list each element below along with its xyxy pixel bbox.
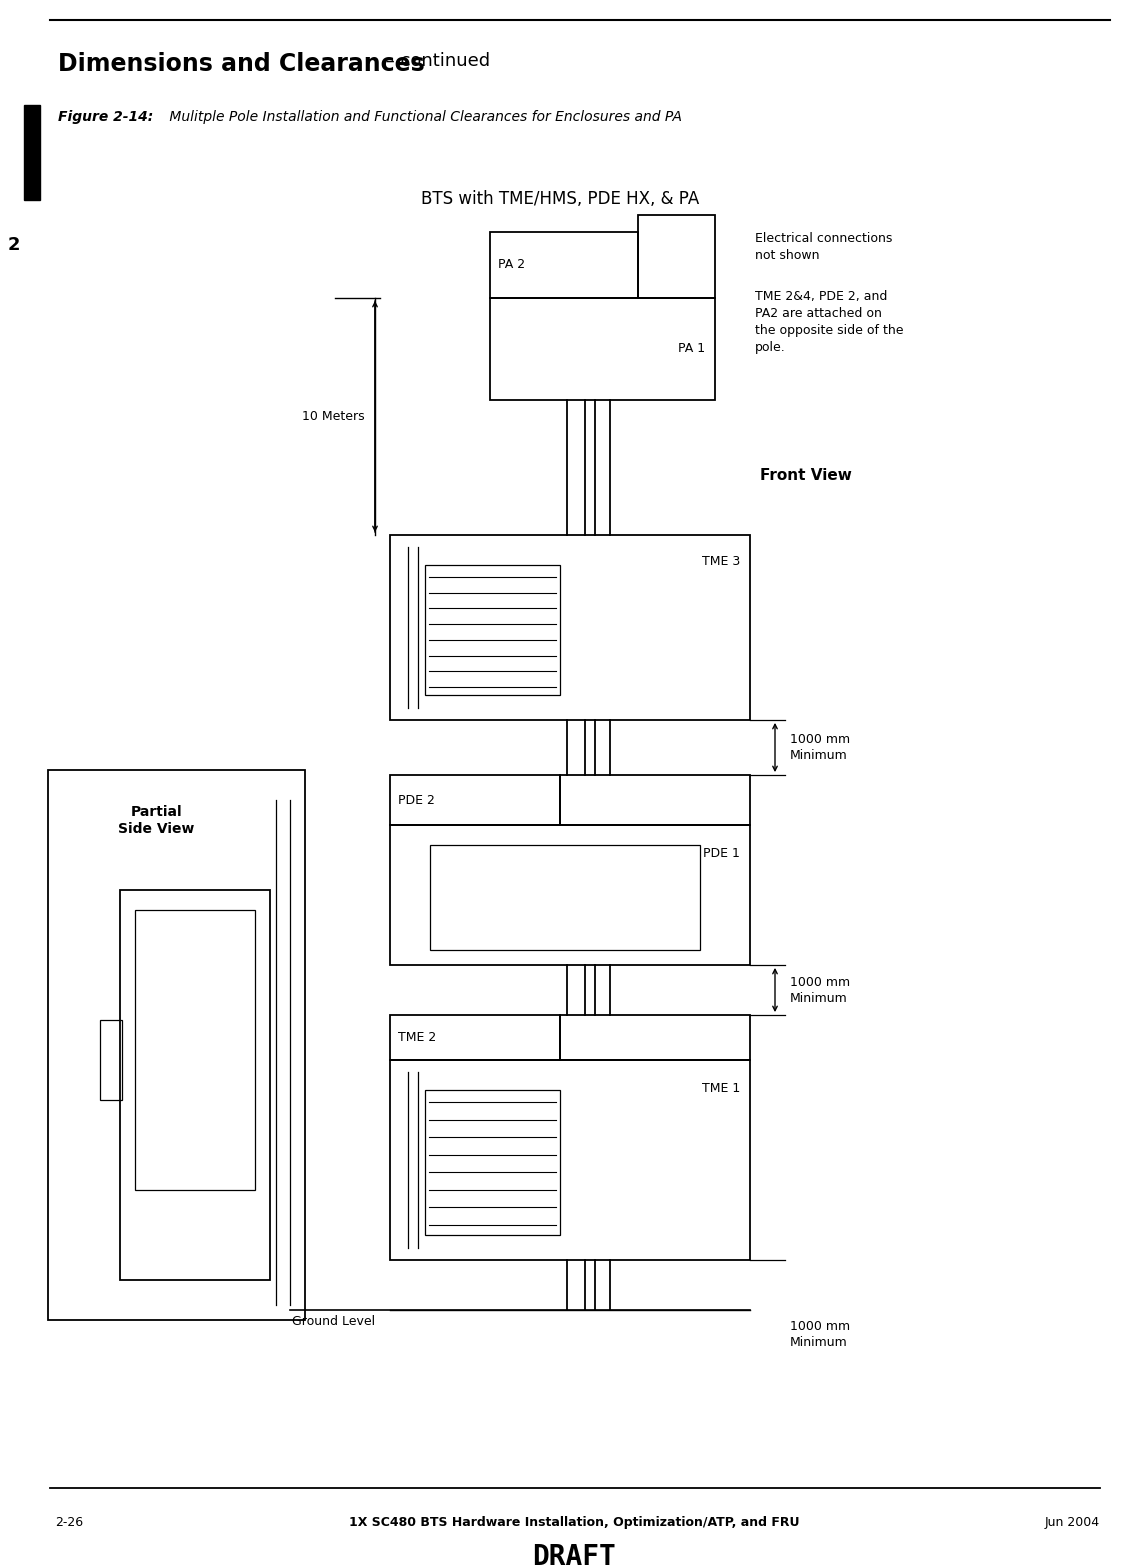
Bar [390,1015,560,1060]
Text: Figure 2-14:: Figure 2-14: [59,110,153,124]
Text: PDE 2: PDE 2 [398,794,435,806]
Bar [24,105,40,200]
Bar [430,846,700,951]
Text: PA 2: PA 2 [498,258,525,271]
Bar [425,565,560,695]
Text: 1000 mm
Minimum: 1000 mm Minimum [790,976,851,1004]
Text: Mulitple Pole Installation and Functional Clearances for Enclosures and PA: Mulitple Pole Installation and Functiona… [165,110,682,124]
Bar [390,825,750,965]
Text: 1000 mm
Minimum: 1000 mm Minimum [790,733,851,763]
Text: TME 1: TME 1 [701,1082,740,1095]
Bar [560,1015,750,1060]
Bar [638,215,715,298]
Text: – continued: – continued [380,52,490,70]
Bar [490,298,715,399]
Text: BTS with TME/HMS, PDE HX, & PA: BTS with TME/HMS, PDE HX, & PA [421,189,699,208]
Text: 1000 mm
Minimum: 1000 mm Minimum [790,1320,851,1348]
Bar [121,889,270,1279]
Text: TME 2: TME 2 [398,1030,436,1045]
Text: 2: 2 [8,236,20,254]
Bar [490,232,638,298]
Bar [390,1060,750,1261]
Text: TME 2&4, PDE 2, and
PA2 are attached on
the opposite side of the
pole.: TME 2&4, PDE 2, and PA2 are attached on … [755,290,903,354]
Text: 10 Meters: 10 Meters [302,410,365,423]
Text: Partial
Side View: Partial Side View [118,805,195,836]
Bar [560,775,750,825]
Text: Jun 2004: Jun 2004 [1045,1516,1100,1528]
Text: PDE 1: PDE 1 [703,847,740,860]
Text: DRAFT: DRAFT [533,1543,615,1566]
Bar [425,1090,560,1236]
Bar [135,910,255,1190]
Text: 1X SC480 BTS Hardware Installation, Optimization/ATP, and FRU: 1X SC480 BTS Hardware Installation, Opti… [349,1516,799,1528]
Text: Front View: Front View [760,468,852,482]
Bar [100,1019,122,1099]
Bar [390,775,560,825]
Bar [48,770,305,1320]
Text: Dimensions and Clearances: Dimensions and Clearances [59,52,425,77]
Bar [390,536,750,720]
Text: Ground Level: Ground Level [292,1315,375,1328]
Text: TME 3: TME 3 [701,554,740,568]
Text: PA 1: PA 1 [677,343,705,355]
Text: 2-26: 2-26 [55,1516,83,1528]
Text: Electrical connections
not shown: Electrical connections not shown [755,232,892,262]
